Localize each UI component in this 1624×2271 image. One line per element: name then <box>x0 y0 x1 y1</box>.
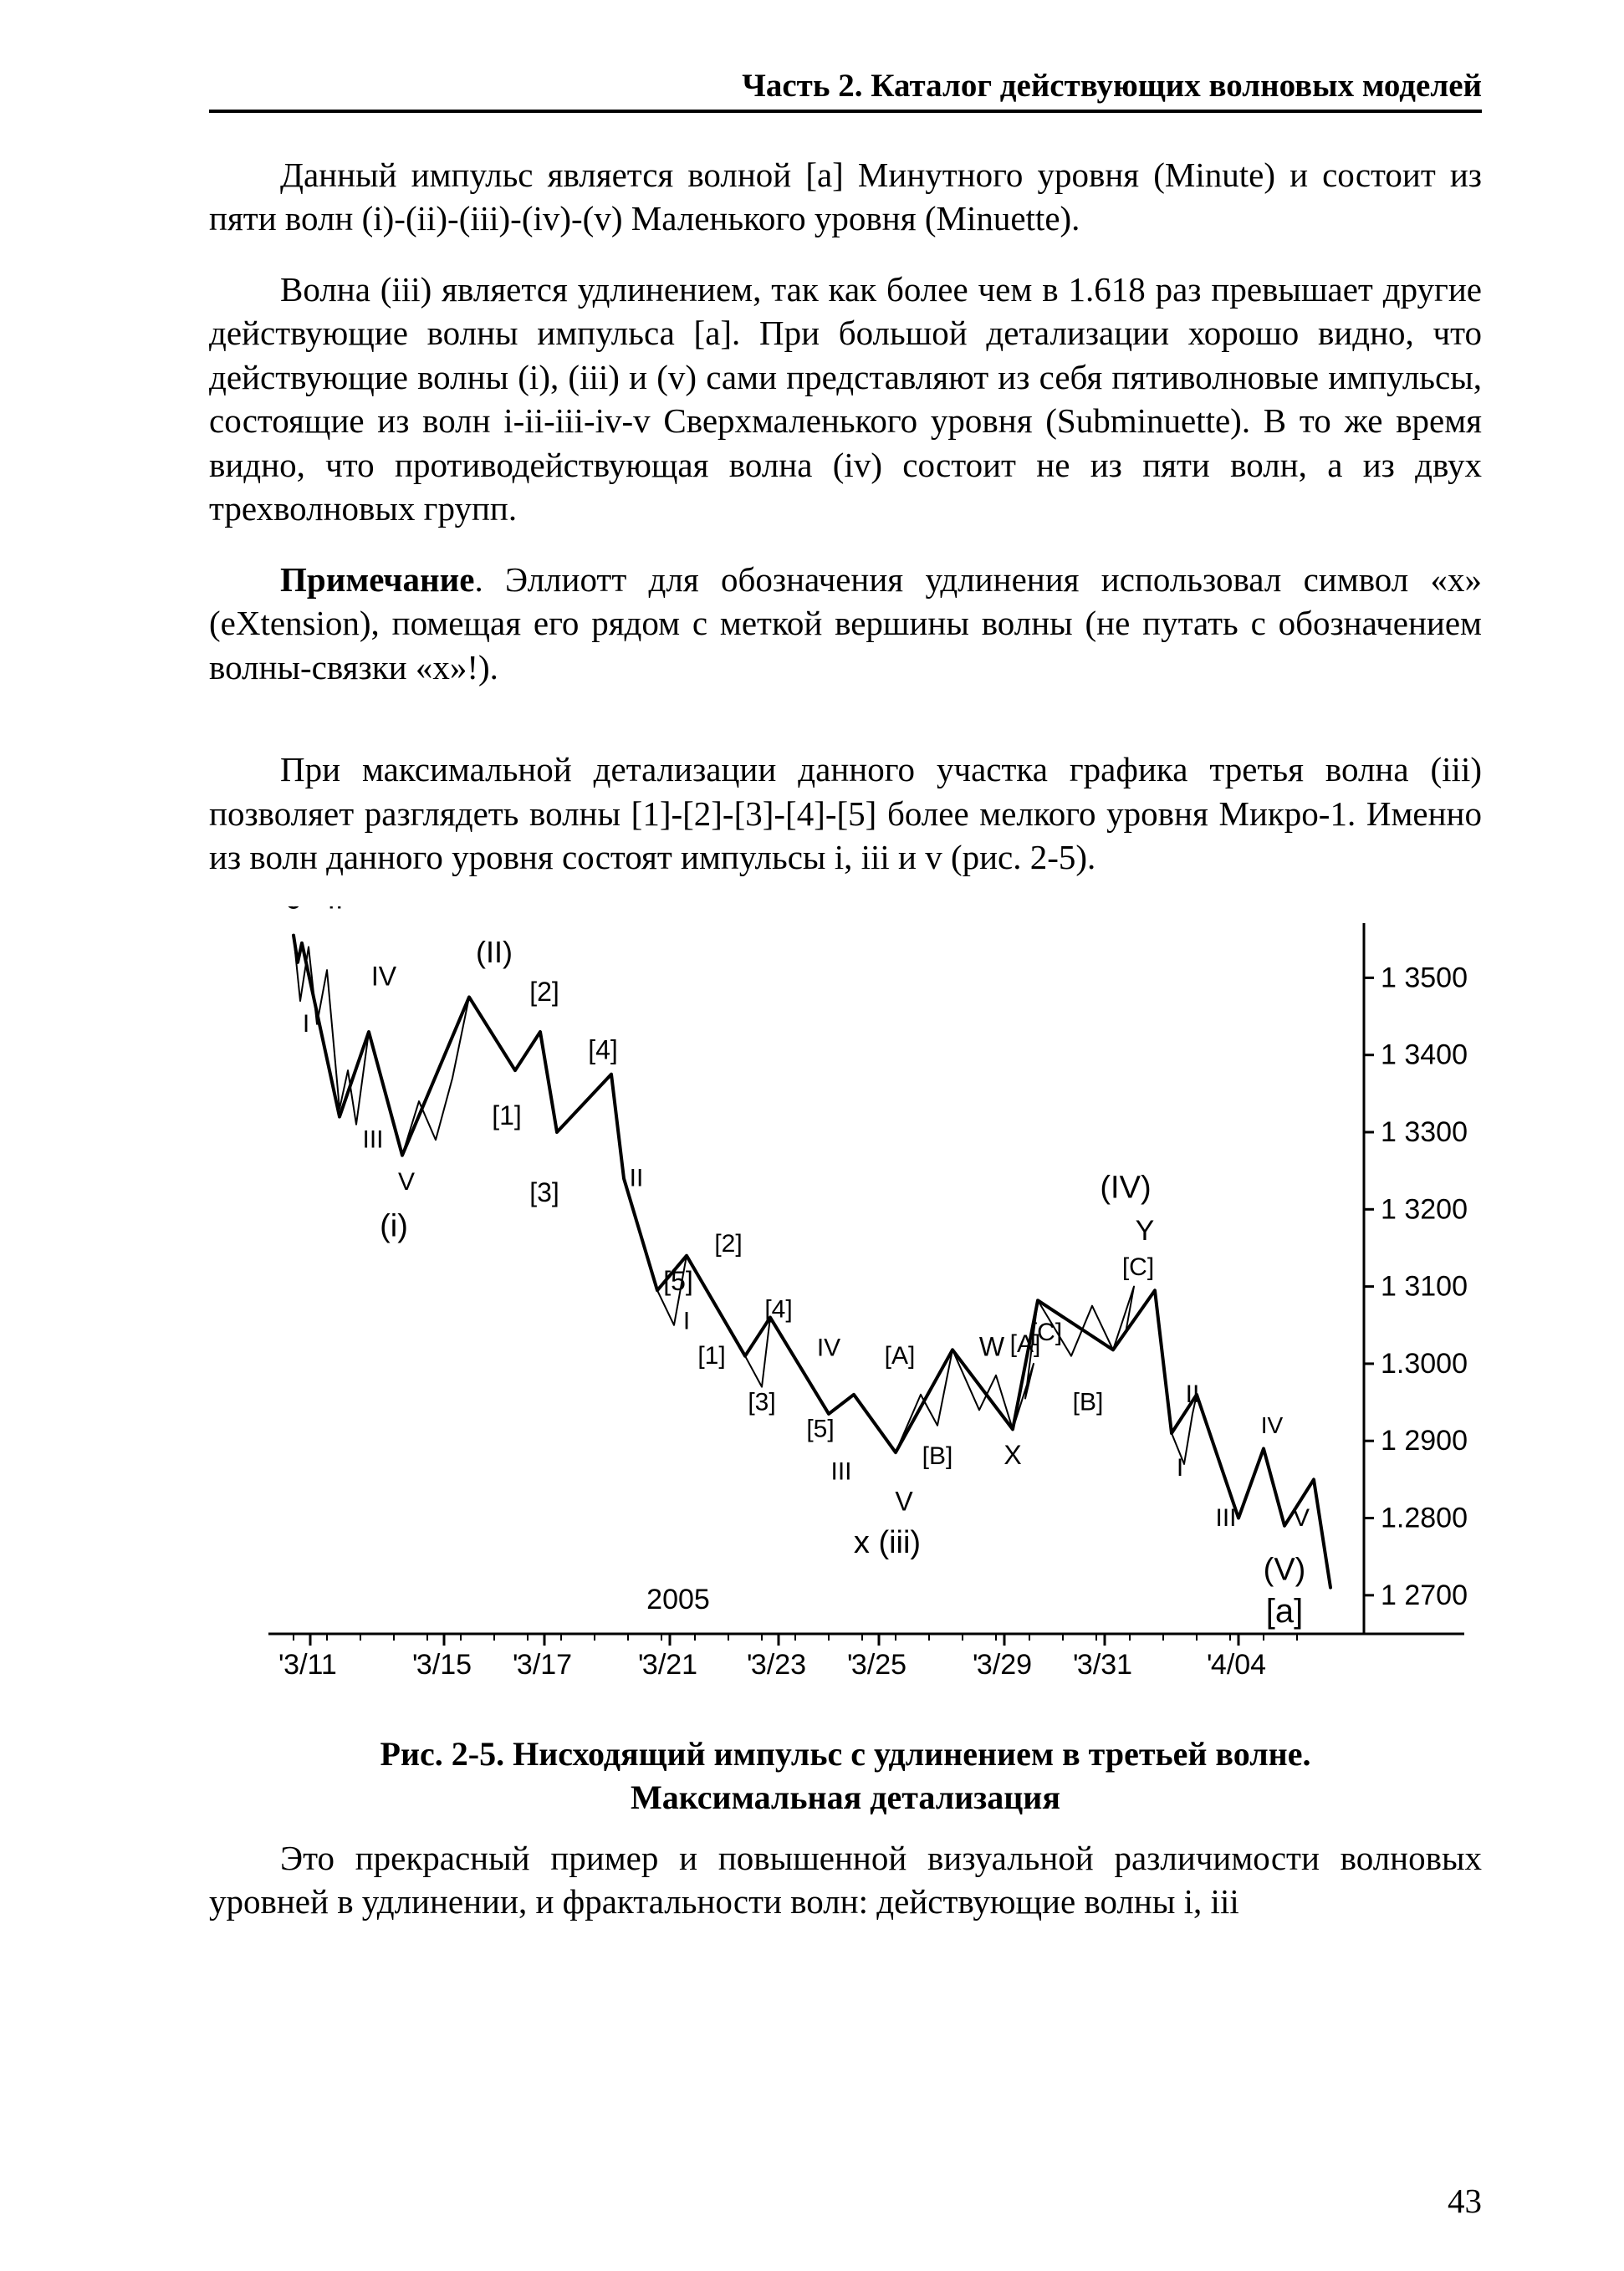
svg-text:V: V <box>398 1168 415 1196</box>
figure-2-5-caption: Рис. 2-5. Нисходящий импульс с удлинение… <box>209 1733 1482 1819</box>
svg-text:[a]: [a] <box>1266 1593 1303 1630</box>
svg-text:(V): (V) <box>1264 1552 1306 1587</box>
svg-text:II: II <box>1186 1380 1200 1408</box>
svg-text:(II): (II) <box>476 934 513 968</box>
svg-text:[C]: [C] <box>1030 1319 1062 1346</box>
svg-text:[3]: [3] <box>529 1177 559 1207</box>
svg-text:': ' <box>278 1649 284 1681</box>
svg-text:IV: IV <box>1261 1412 1284 1438</box>
svg-text:1 3500: 1 3500 <box>1381 962 1468 993</box>
svg-text:W: W <box>979 1331 1005 1361</box>
figure-caption-line1: Рис. 2-5. Нисходящий импульс с удлинение… <box>380 1735 1311 1773</box>
svg-text:[2]: [2] <box>529 977 559 1007</box>
svg-text:[1]: [1] <box>492 1100 522 1130</box>
svg-text:[2]: [2] <box>714 1230 742 1258</box>
svg-text:3/11: 3/11 <box>283 1649 337 1681</box>
svg-text:IV: IV <box>371 961 397 991</box>
svg-text:3/25: 3/25 <box>851 1649 906 1681</box>
svg-text:[3]: [3] <box>748 1388 775 1416</box>
paragraph-3-prefix: Примечание <box>280 560 475 599</box>
svg-text:[4]: [4] <box>764 1295 792 1323</box>
svg-text:3/31: 3/31 <box>1077 1649 1132 1681</box>
svg-text:II: II <box>328 906 344 915</box>
svg-text:1.2800: 1.2800 <box>1381 1502 1468 1534</box>
svg-text:III: III <box>1215 1503 1236 1531</box>
svg-text:III: III <box>830 1457 851 1485</box>
svg-text:[1]: [1] <box>697 1341 725 1369</box>
svg-text:V: V <box>895 1486 913 1516</box>
svg-text:': ' <box>1073 1649 1079 1681</box>
svg-text:3/15: 3/15 <box>416 1649 472 1681</box>
svg-text:1 2900: 1 2900 <box>1381 1425 1468 1457</box>
svg-text:Y: Y <box>1136 1215 1155 1247</box>
svg-text:[A]: [A] <box>885 1341 916 1369</box>
svg-text:[C]: [C] <box>1122 1253 1154 1280</box>
svg-text:[B]: [B] <box>922 1442 953 1469</box>
svg-text:': ' <box>747 1649 753 1681</box>
paragraph-1: Данный импульс является волной [a] Минут… <box>209 153 1482 241</box>
svg-text:3/21: 3/21 <box>642 1649 697 1681</box>
svg-text:3/29: 3/29 <box>977 1649 1032 1681</box>
figure-caption-line2: Максимальная детализация <box>631 1779 1060 1816</box>
svg-text:IV: IV <box>817 1334 840 1361</box>
svg-text:': ' <box>847 1649 853 1681</box>
svg-text:[B]: [B] <box>1073 1388 1104 1416</box>
svg-text:1 3200: 1 3200 <box>1381 1193 1468 1225</box>
svg-text:': ' <box>412 1649 418 1681</box>
svg-text:': ' <box>1207 1649 1213 1681</box>
svg-text:4/04: 4/04 <box>1211 1649 1266 1681</box>
svg-text:1.3000: 1.3000 <box>1381 1347 1468 1379</box>
svg-text:3/23: 3/23 <box>751 1649 806 1681</box>
svg-text:X: X <box>1004 1439 1021 1469</box>
svg-text:1 3400: 1 3400 <box>1381 1039 1468 1070</box>
figure-2-5: 1 2700 1.2800 1 2900 1.3000 1 3100 1 3200 1 33… <box>209 906 1482 1819</box>
paragraph-3: Примечание. Эллиотт для обозначения удли… <box>209 558 1482 689</box>
svg-text:1 3100: 1 3100 <box>1381 1270 1468 1302</box>
svg-text:V: V <box>1293 1503 1310 1531</box>
svg-text:[5]: [5] <box>663 1266 693 1296</box>
svg-text:[4]: [4] <box>588 1034 618 1064</box>
svg-text:I: I <box>683 1307 690 1335</box>
svg-text:': ' <box>638 1649 644 1681</box>
figure-2-5-svg: 1 2700 1.2800 1 2900 1.3000 1 3100 1 3200 1 33… <box>210 906 1481 1717</box>
svg-text:[5]: [5] <box>806 1415 834 1442</box>
svg-text:2005: 2005 <box>646 1584 710 1615</box>
paragraph-2: Волна (iii) является удлинением, так как… <box>209 268 1482 531</box>
running-head: Часть 2. Каталог действующих волновых мо… <box>209 67 1482 113</box>
svg-text:1 3300: 1 3300 <box>1381 1116 1468 1148</box>
svg-text:1 2700: 1 2700 <box>1381 1579 1468 1610</box>
svg-text:3/17: 3/17 <box>517 1649 572 1681</box>
paragraph-5: Это прекрасный пример и повышенной визуа… <box>209 1836 1482 1924</box>
svg-text:': ' <box>973 1649 978 1681</box>
svg-text:(IV): (IV) <box>1100 1170 1151 1205</box>
svg-text:I: I <box>1177 1453 1183 1481</box>
svg-text:II: II <box>630 1164 644 1192</box>
paragraph-4: При максимальной детализации данного уча… <box>209 748 1482 879</box>
page-number: 43 <box>1448 2181 1482 2221</box>
svg-text:III: III <box>362 1125 383 1153</box>
svg-text:': ' <box>513 1649 518 1681</box>
svg-text:I: I <box>303 1010 309 1038</box>
svg-text:x (iii): x (iii) <box>854 1525 921 1560</box>
svg-text:0: 0 <box>284 906 302 916</box>
svg-text:(i): (i) <box>380 1208 408 1243</box>
